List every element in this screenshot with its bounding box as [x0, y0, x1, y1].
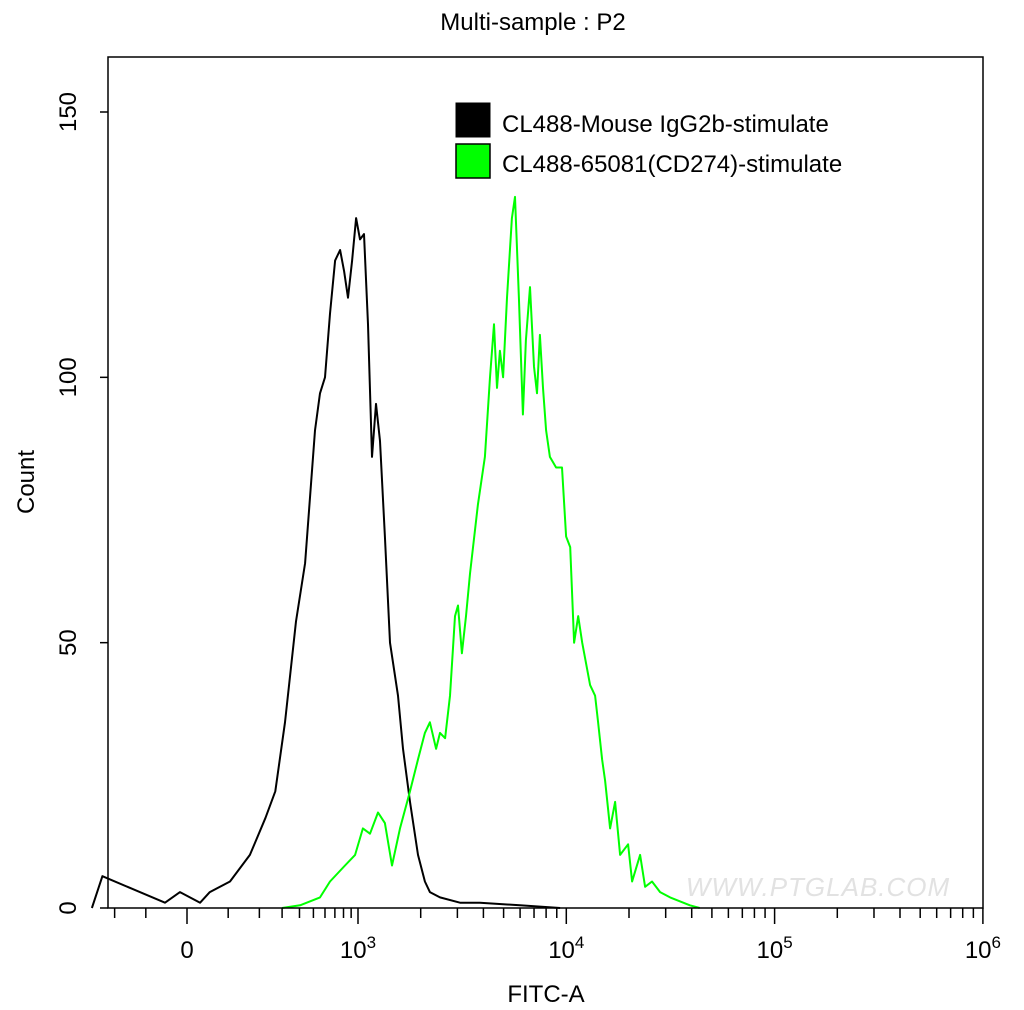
x-tick-base: 10 — [548, 937, 575, 964]
x-tick-label: 105 — [757, 933, 793, 964]
x-tick-base: 10 — [340, 937, 367, 964]
x-tick-exponent: 5 — [783, 933, 792, 952]
x-tick-base: 0 — [180, 937, 193, 964]
plot-frame — [107, 56, 984, 909]
x-tick-label: 106 — [965, 933, 1001, 964]
legend: CL488-Mouse IgG2b-stimulate CL488-65081(… — [455, 102, 842, 179]
x-axis-label: FITC-A — [507, 981, 584, 1008]
x-tick-exponent: 6 — [992, 933, 1001, 952]
x-tick-label: 103 — [340, 933, 376, 964]
y-tick-label: 150 — [55, 92, 82, 132]
x-tick-base: 10 — [965, 937, 992, 964]
y-tick-label: 100 — [55, 357, 82, 397]
y-axis-label: Count — [13, 450, 40, 514]
series-curves — [90, 195, 700, 909]
y-tick-label: 0 — [55, 901, 82, 914]
legend-label-cd274: CL488-65081(CD274)-stimulate — [502, 151, 842, 178]
x-axis: 0 103 104 105 106 — [113, 908, 1001, 964]
series-line-cd274 — [281, 195, 700, 909]
legend-swatch-cd274 — [455, 143, 491, 179]
legend-swatch-isotype — [455, 102, 491, 138]
x-tick-label: 0 — [180, 937, 193, 964]
x-tick-exponent: 4 — [575, 933, 584, 952]
y-axis: 0 50 100 150 — [55, 92, 108, 915]
x-tick-label: 104 — [548, 933, 584, 964]
legend-label-isotype: CL488-Mouse IgG2b-stimulate — [502, 111, 829, 138]
chart-title: Multi-sample : P2 — [440, 9, 625, 36]
x-tick-exponent: 3 — [367, 933, 376, 952]
x-tick-base: 10 — [757, 937, 784, 964]
y-tick-label: 50 — [55, 629, 82, 656]
watermark: WWW.PTGLAB.COM — [686, 872, 950, 902]
series-line-isotype — [90, 217, 561, 909]
